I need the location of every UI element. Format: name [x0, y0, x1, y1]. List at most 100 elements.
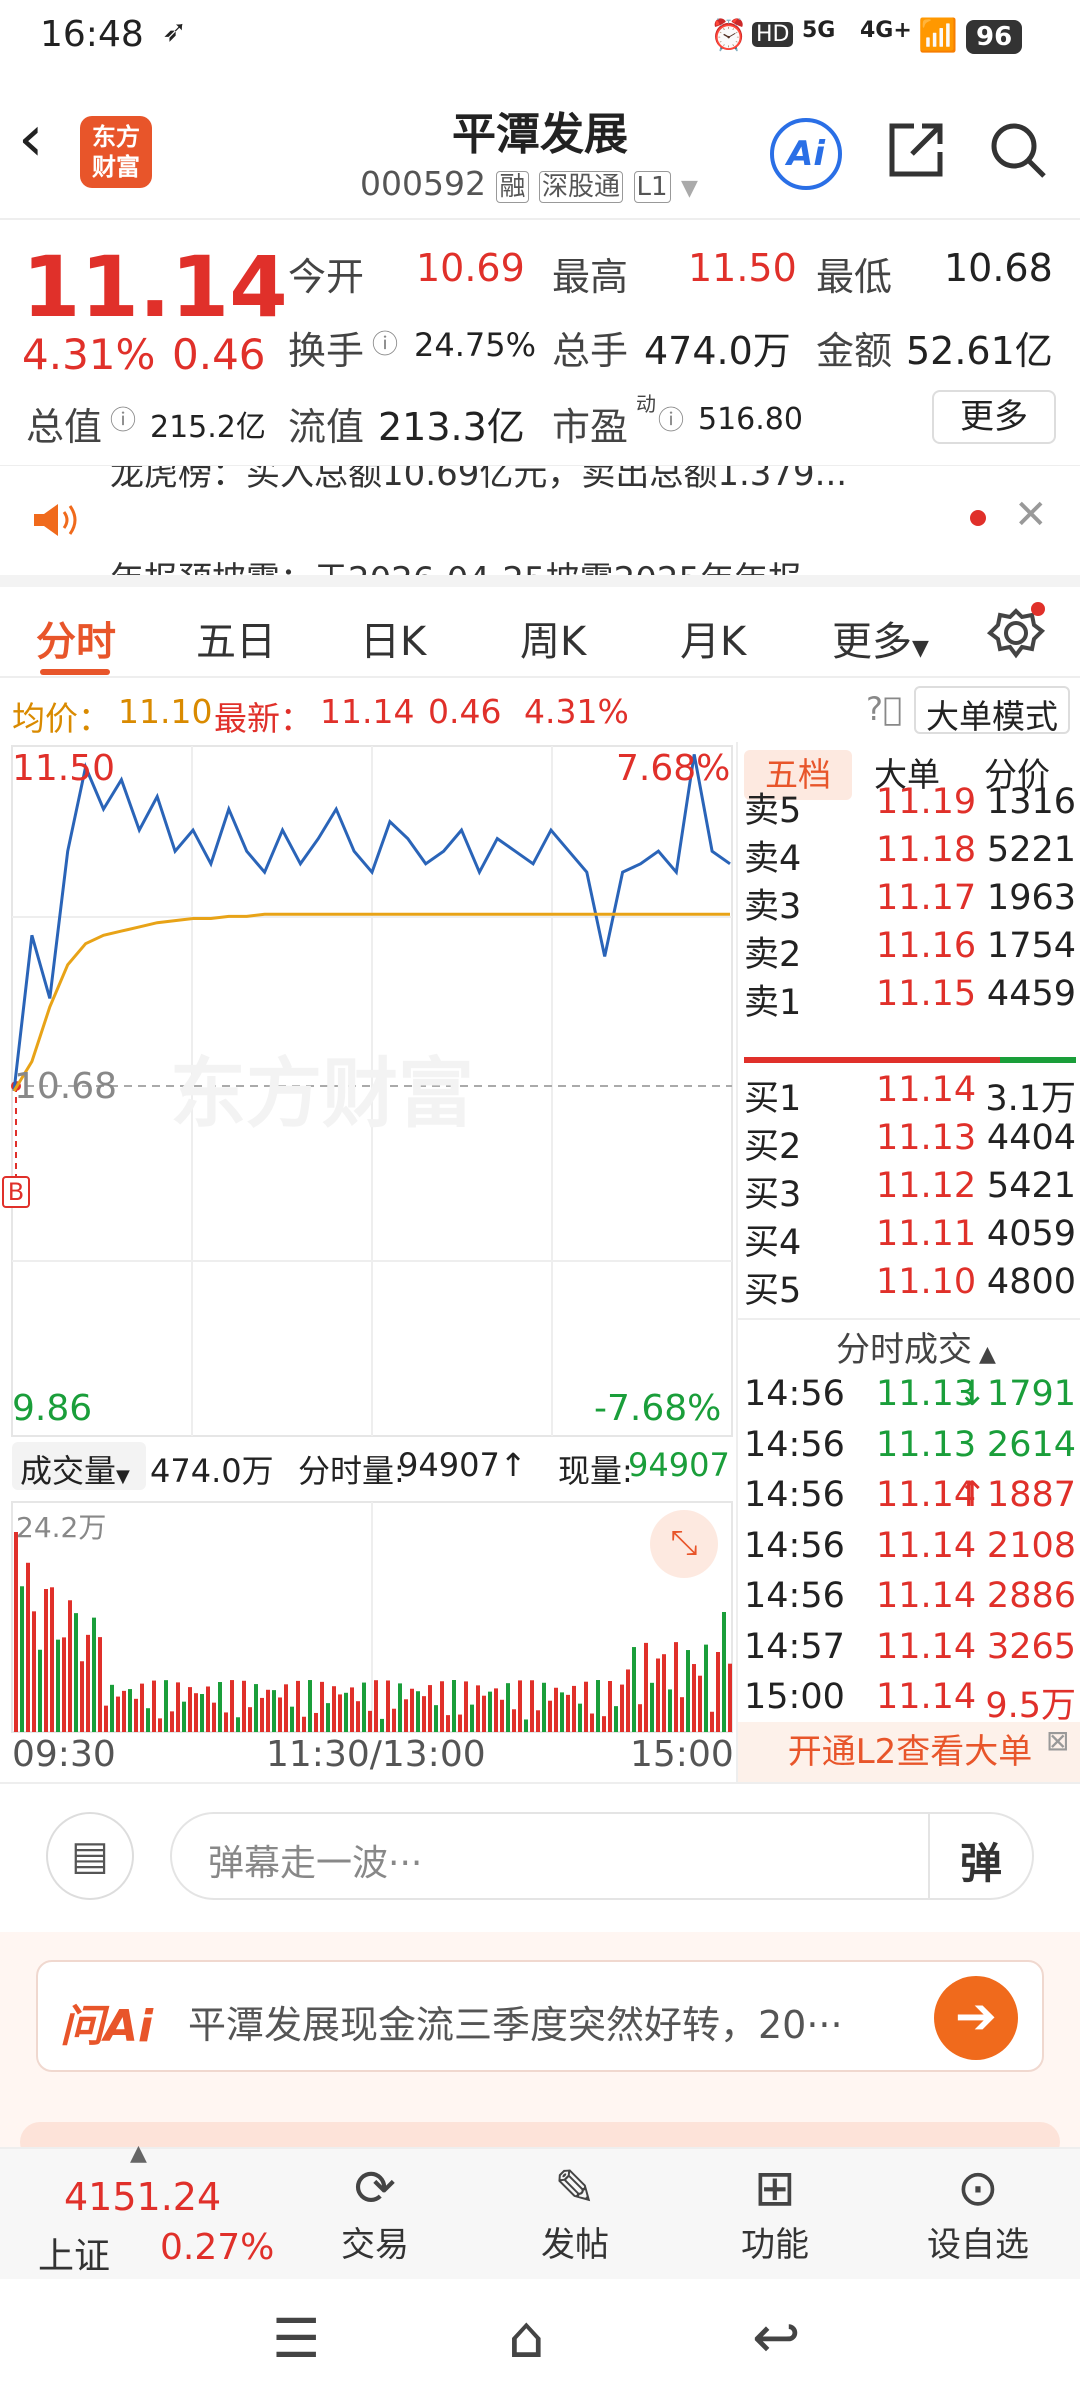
tab-intraday[interactable]: 分时 — [36, 619, 116, 665]
tab-price-dist[interactable]: 分价 — [984, 755, 1050, 794]
trade-price: 11.13 — [876, 1374, 977, 1414]
ask-ai-card[interactable]: 问Ai 平潭发展现金流三季度突然好转，20··· ➔ — [36, 1960, 1044, 2072]
volume-bar — [164, 1680, 168, 1732]
volume-bar — [626, 1669, 630, 1732]
volume-bar — [74, 1613, 78, 1732]
fcap-value: 213.3亿 — [378, 405, 525, 449]
big-order-mode-button[interactable]: 大单模式 — [914, 686, 1070, 736]
l2-upsell-banner[interactable]: 开通L2查看大单 — [738, 1722, 1080, 1782]
volume-bar — [110, 1684, 114, 1732]
volume-bar — [512, 1709, 516, 1732]
trade-volume: ↑1887 — [957, 1475, 1076, 1515]
ask-row[interactable]: 卖4 11.18 5221 — [738, 830, 1080, 879]
tab-monthly-k[interactable]: 月K — [680, 619, 747, 665]
ask-row[interactable]: 卖3 11.17 1963 — [738, 878, 1080, 927]
tab-big-orders[interactable]: 大单 — [874, 755, 940, 794]
info-icon[interactable]: ⓘ — [372, 330, 399, 360]
news-line-1: 龙虎榜：买入总额10.69亿元，卖出总额1.379... — [110, 465, 848, 494]
pe-value: 516.80 — [698, 402, 803, 437]
back-icon[interactable]: ‹ — [18, 102, 44, 176]
level-tag: L1 — [633, 171, 671, 203]
tab-five-day[interactable]: 五日 — [196, 619, 276, 665]
share-icon[interactable] — [884, 118, 948, 182]
volume-bar — [590, 1713, 594, 1732]
caret-up-icon: ▲ — [972, 1342, 996, 1367]
nav-functions[interactable]: ⊞ 功能 — [700, 2149, 850, 2281]
danmu-input[interactable]: 弹幕走一波··· 弹 — [170, 1812, 1034, 1900]
info-icon[interactable]: ⓘ — [658, 406, 685, 436]
close-icon[interactable]: ⊠ — [1046, 1724, 1070, 1757]
volume-bar — [176, 1682, 180, 1732]
bid-row[interactable]: 买1 11.14 3.1万 — [738, 1070, 1080, 1119]
bid-row[interactable]: 买3 11.12 5421 — [738, 1166, 1080, 1215]
danmu-placeholder: 弹幕走一波··· — [208, 1843, 423, 1884]
now-volume-value: 94907 — [628, 1446, 730, 1484]
b-marker[interactable]: B — [2, 1176, 30, 1208]
fcap-label: 流值 — [288, 405, 365, 449]
volume-indicator-select[interactable]: 成交量▼ — [12, 1442, 146, 1490]
ai-button[interactable]: Ai — [770, 118, 842, 190]
tab-more[interactable]: 更多▼ — [832, 609, 929, 667]
high-label: 最高 — [552, 255, 629, 299]
index-ticker[interactable]: ▲ 4151.24 上证 0.27% — [0, 2141, 300, 2281]
x-label-mid: 11:30/13:00 — [266, 1734, 486, 1775]
stock-code-row[interactable]: 000592 融 深股通 L1 ▼ — [360, 164, 698, 203]
ask-row[interactable]: 卖1 11.15 4459 — [738, 974, 1080, 1023]
volume-bar — [182, 1701, 186, 1732]
arrow-right-icon[interactable]: ➔ — [934, 1976, 1018, 2060]
index-percent: 0.27% — [160, 2227, 275, 2268]
expand-icon[interactable]: ⤡ — [650, 1510, 718, 1578]
amount-label: 金额 — [816, 329, 893, 373]
nav-add-watchlist[interactable]: ⊙ 设自选 — [900, 2149, 1056, 2281]
bid-volume: 4404 — [986, 1118, 1076, 1158]
tab-weekly-k[interactable]: 周K — [520, 619, 587, 665]
bid-volume: 4800 — [986, 1262, 1076, 1302]
search-icon[interactable] — [986, 118, 1050, 182]
tab-daily-k[interactable]: 日K — [360, 619, 427, 665]
trade-time: 15:00 — [744, 1677, 845, 1717]
volume-bar — [230, 1680, 234, 1732]
volume-bar — [518, 1680, 522, 1732]
settings-icon[interactable] — [986, 601, 1046, 661]
avg-label: 均价： — [12, 699, 111, 738]
danmu-toggle-button[interactable]: 弹 — [960, 1839, 1003, 1888]
ask-ai-brand: 问Ai — [60, 2001, 154, 2052]
volume-indicator-label: 成交量 — [20, 1452, 117, 1490]
volume-bar — [236, 1717, 240, 1732]
home-icon[interactable]: ⌂ — [508, 2303, 545, 2371]
volume-bar — [464, 1681, 468, 1732]
ask-volume: 4459 — [986, 974, 1076, 1014]
nav-post[interactable]: ✎ 发帖 — [500, 2149, 650, 2281]
watermark: 东方财富 — [170, 1049, 474, 1138]
more-button[interactable]: 更多 — [932, 390, 1056, 444]
close-icon[interactable]: ✕ — [1014, 492, 1048, 538]
volume-bar — [722, 1612, 726, 1732]
ask-strength-bar — [744, 1057, 1000, 1063]
trades-title[interactable]: 分时成交 ▲ — [836, 1322, 996, 1371]
news-ticker[interactable]: 龙虎榜：买入总额10.69亿元，卖出总额1.379... 年报预披露：于2026… — [0, 465, 1080, 575]
ask-label: 卖3 — [744, 887, 802, 927]
volume-bar — [644, 1642, 648, 1732]
intraday-chart[interactable]: 东方财富 11.50 7.68% 10.68 9.86 -7.68% B 成交量… — [0, 742, 736, 1782]
volume-bar — [704, 1644, 708, 1732]
bid-row[interactable]: 买2 11.13 4404 — [738, 1118, 1080, 1167]
back-nav-icon[interactable]: ↩ — [752, 2303, 801, 2371]
volume-bar — [554, 1687, 558, 1732]
trade-row: 14:56 11.13 2614 — [738, 1425, 1080, 1473]
tab-five-levels[interactable]: 五档 — [744, 750, 852, 800]
info-icon[interactable]: ⓘ — [110, 406, 137, 436]
comment-settings-icon[interactable]: ▤ — [46, 1812, 134, 1900]
menu-icon[interactable]: ☰ — [272, 2307, 321, 2370]
volume-bar — [536, 1710, 540, 1732]
nav-trade[interactable]: ⟳ 交易 — [300, 2149, 450, 2281]
volume-bar — [344, 1692, 348, 1732]
nav-functions-label: 功能 — [741, 2225, 809, 2265]
trades-title-label: 分时成交 — [836, 1330, 972, 1370]
bid-row[interactable]: 买5 11.10 4800 — [738, 1262, 1080, 1311]
volume-bar — [320, 1681, 324, 1732]
volume-bar — [488, 1691, 492, 1732]
ask-row[interactable]: 卖2 11.16 1754 — [738, 926, 1080, 975]
help-icon[interactable]: ?⃝ — [866, 690, 903, 728]
ask-row[interactable]: 卖5 11.19 1316 — [738, 782, 1080, 831]
bid-row[interactable]: 买4 11.11 4059 — [738, 1214, 1080, 1263]
